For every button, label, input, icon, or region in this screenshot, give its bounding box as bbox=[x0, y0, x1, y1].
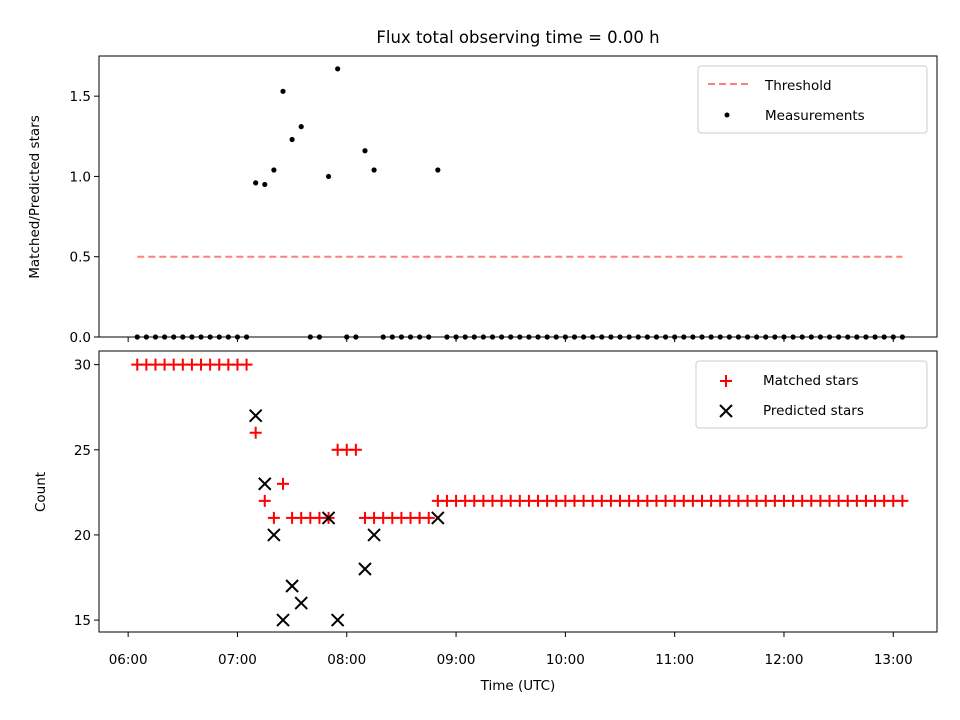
measurement-point bbox=[362, 148, 368, 154]
bottom-ytick-label: 15 bbox=[74, 613, 91, 629]
x-tick-label: 12:00 bbox=[765, 652, 804, 668]
predicted-star-point bbox=[276, 613, 290, 627]
predicted-star-point bbox=[258, 477, 272, 491]
x-tick-label: 11:00 bbox=[655, 652, 694, 668]
x-axis-label: Time (UTC) bbox=[480, 678, 556, 694]
measurement-point bbox=[280, 88, 286, 94]
legend-matched-label: Matched stars bbox=[763, 373, 859, 389]
top-legend-box bbox=[697, 65, 928, 134]
matched-star-point bbox=[349, 443, 362, 456]
matched-star-point bbox=[422, 511, 435, 524]
predicted-star-point bbox=[367, 528, 381, 542]
predicted-star-stroke-b bbox=[431, 511, 445, 525]
predicted-star-stroke-b bbox=[276, 613, 290, 627]
x-tick-label: 06:00 bbox=[109, 652, 148, 668]
predicted-star-stroke-b bbox=[367, 528, 381, 542]
top-y-axis-label: Matched/Predicted stars bbox=[27, 115, 43, 278]
measurement-point bbox=[371, 167, 377, 173]
x-tick-label: 13:00 bbox=[874, 652, 913, 668]
matched-star-point bbox=[249, 426, 262, 439]
matched-star-point bbox=[240, 358, 253, 371]
top-axes: 0.0 0.5 1.0 1.5 bbox=[70, 55, 938, 346]
top-ytick-label: 0.5 bbox=[70, 250, 91, 266]
predicted-star-point bbox=[285, 579, 299, 593]
predicted-star-stroke-b bbox=[267, 528, 281, 542]
top-legend: Threshold Measurements bbox=[697, 65, 928, 134]
matched-star-point bbox=[258, 494, 271, 507]
bottom-axes: 15 20 25 30 06:00 07:00 08:00 09:00 10:00 11:00 12… bbox=[74, 350, 938, 668]
x-tick-label: 09:00 bbox=[437, 652, 476, 668]
predicted-star-point bbox=[431, 511, 445, 525]
predicted-star-stroke-b bbox=[258, 477, 272, 491]
matched-star-point bbox=[276, 477, 289, 490]
legend-matched-swatch bbox=[720, 375, 732, 387]
top-axes-frame bbox=[98, 55, 938, 338]
predicted-star-stroke-b bbox=[294, 596, 308, 610]
bottom-axes-frame bbox=[98, 350, 938, 633]
bottom-ytick-label: 20 bbox=[74, 528, 91, 544]
measurement-point bbox=[253, 180, 259, 186]
bottom-y-axis-label: Count bbox=[33, 472, 49, 512]
predicted-star-stroke-b bbox=[358, 562, 372, 576]
measurement-point bbox=[298, 124, 304, 130]
matched-star-point bbox=[896, 494, 909, 507]
x-tick-label: 07:00 bbox=[218, 652, 257, 668]
predicted-star-point bbox=[294, 596, 308, 610]
predicted-star-point bbox=[248, 409, 263, 423]
top-ytick-label: 1.0 bbox=[70, 169, 91, 185]
bottom-ytick-label: 25 bbox=[74, 443, 91, 459]
top-ytick-label: 0.0 bbox=[70, 330, 91, 346]
predicted-star-stroke-b bbox=[330, 613, 345, 627]
measurement-point bbox=[289, 136, 295, 143]
legend-threshold-label: Threshold bbox=[764, 78, 832, 94]
top-ytick-label: 1.5 bbox=[70, 89, 91, 105]
predicted-star-point bbox=[330, 613, 345, 627]
predicted-star-point bbox=[321, 511, 336, 525]
matched-star-point bbox=[267, 511, 280, 524]
predicted-star-point bbox=[358, 562, 372, 576]
measurement-point bbox=[435, 167, 441, 173]
measurement-point bbox=[271, 167, 277, 173]
x-tick-label: 08:00 bbox=[327, 652, 366, 668]
bottom-ytick-label: 30 bbox=[74, 358, 91, 374]
legend-measurements-swatch bbox=[724, 112, 730, 118]
predicted-star-stroke-b bbox=[321, 511, 336, 525]
measurement-point bbox=[262, 181, 268, 188]
predicted-star-point bbox=[267, 528, 281, 542]
measurement-point bbox=[335, 66, 341, 72]
bottom-legend: Matched stars Predicted stars bbox=[695, 360, 928, 429]
predicted-star-stroke-b bbox=[248, 409, 263, 423]
legend-predicted-label: Predicted stars bbox=[763, 403, 864, 419]
predicted-star-stroke-b bbox=[285, 579, 299, 593]
bottom-legend-box bbox=[695, 360, 928, 429]
chart-title: Flux total observing time = 0.00 h bbox=[376, 28, 659, 47]
legend-measurements-label: Measurements bbox=[765, 108, 865, 124]
legend-predicted-swatch bbox=[719, 404, 733, 418]
measurement-point bbox=[325, 173, 332, 180]
x-tick-label: 10:00 bbox=[546, 652, 585, 668]
